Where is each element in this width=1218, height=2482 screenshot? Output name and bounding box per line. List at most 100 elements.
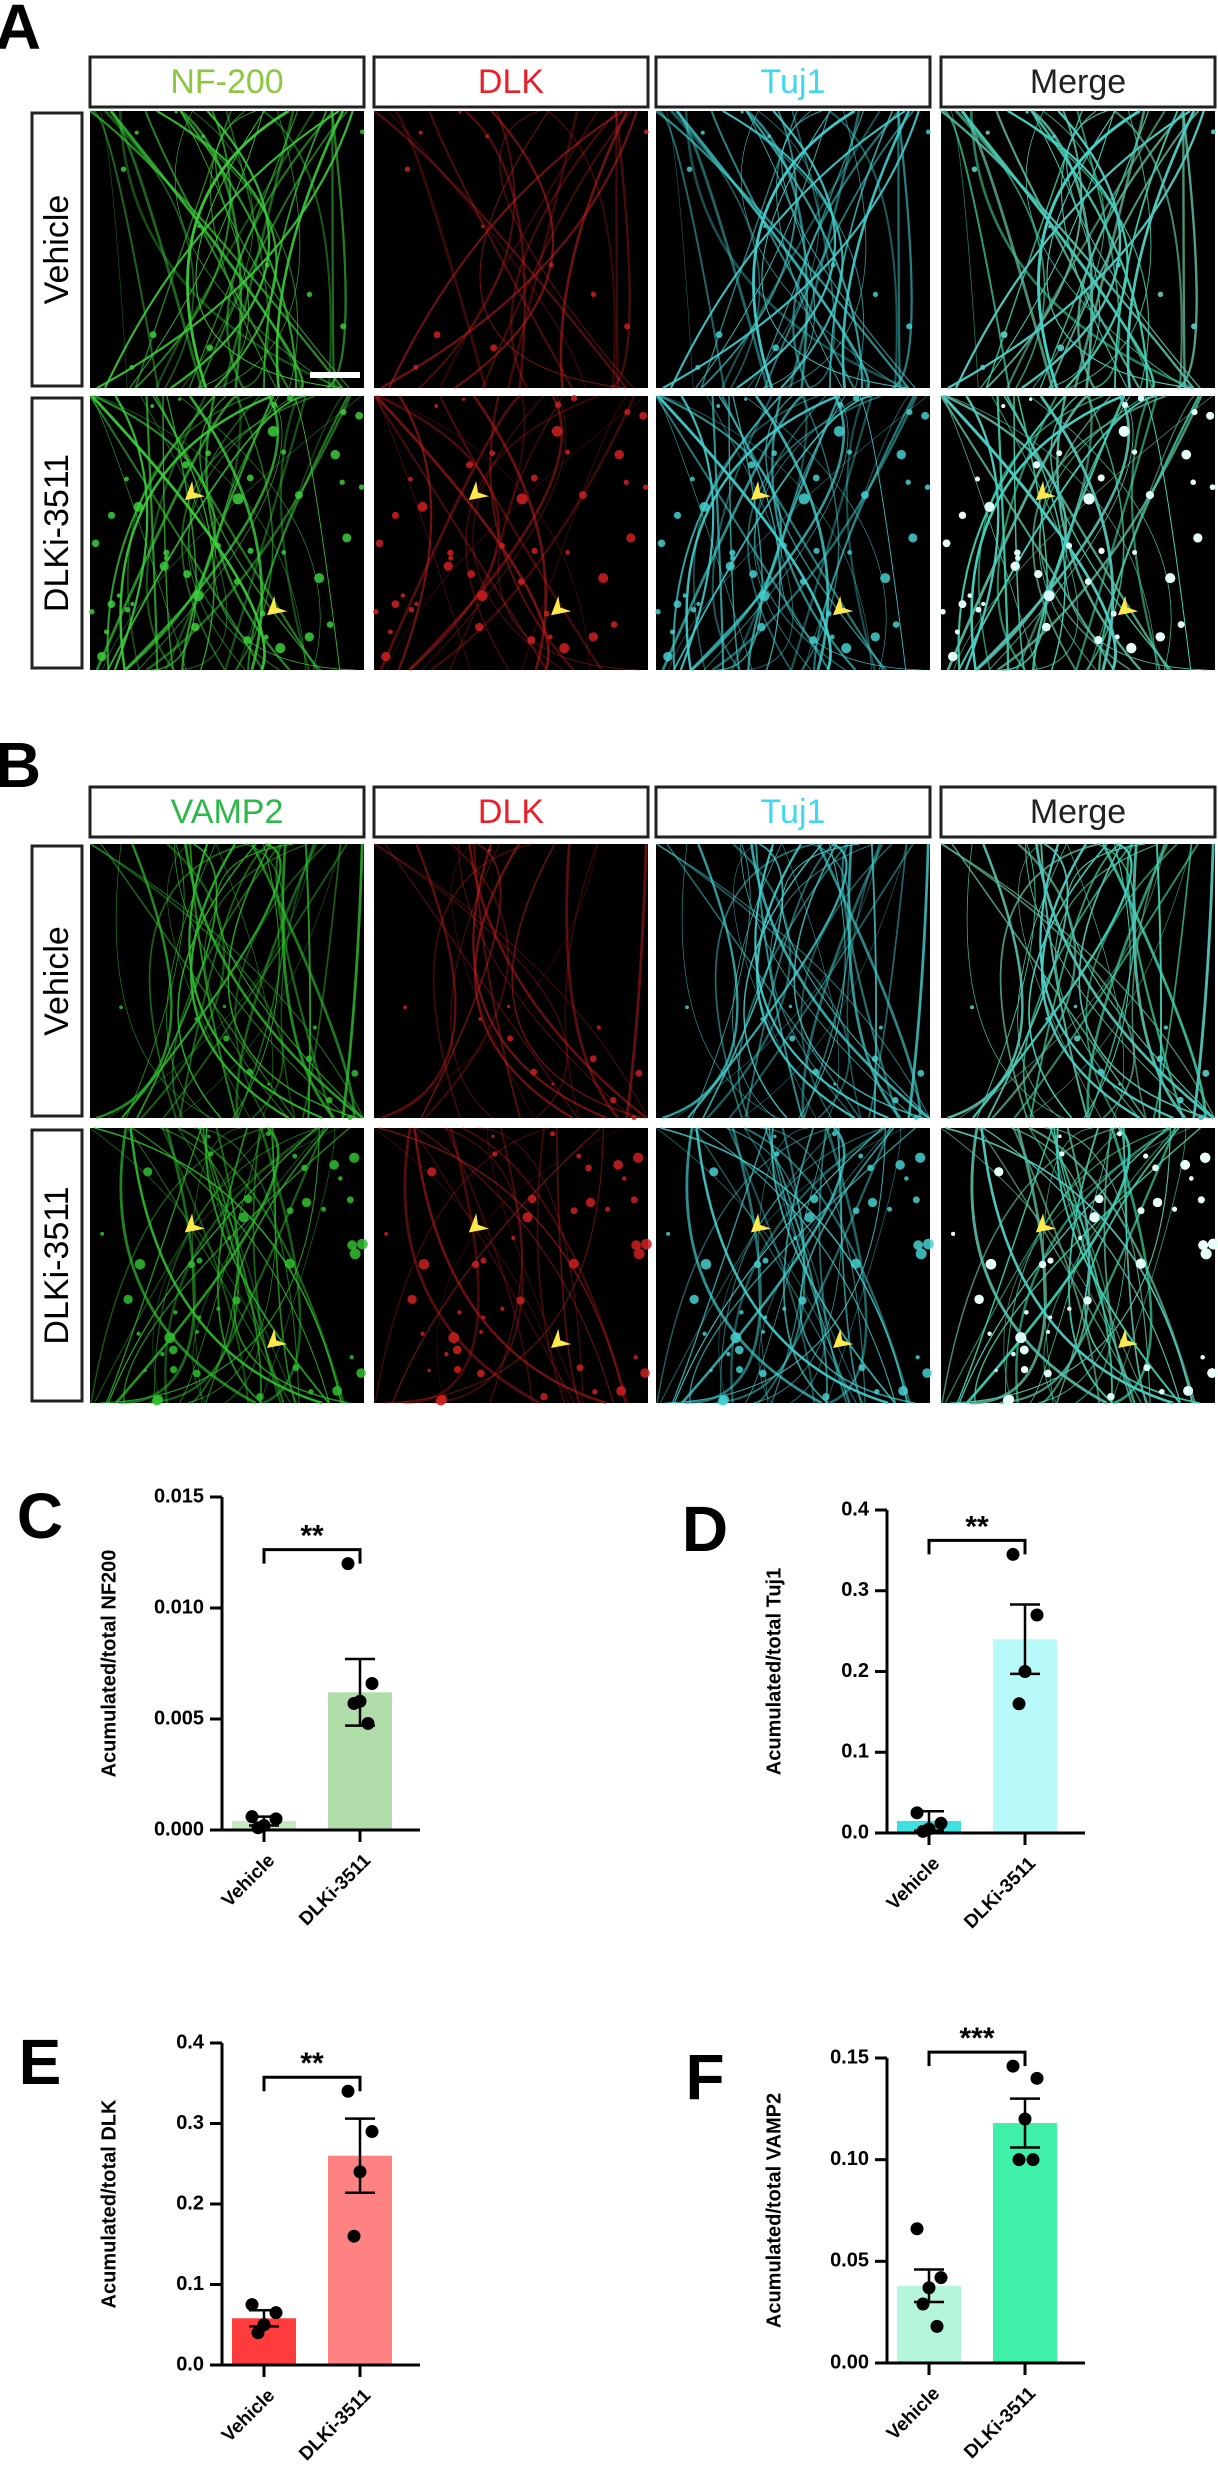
puncta: [576, 1364, 584, 1372]
puncta: [974, 1294, 984, 1304]
fiber: [689, 1127, 916, 1404]
arrowhead: [1035, 1213, 1057, 1233]
puncta: [1094, 636, 1103, 645]
fiber: [559, 110, 629, 389]
puncta: [1083, 493, 1095, 505]
puncta: [1056, 450, 1063, 457]
puncta: [1117, 1131, 1122, 1137]
puncta: [740, 110, 744, 114]
fiber: [123, 1127, 350, 1404]
data-point: [930, 2319, 944, 2333]
puncta: [267, 1082, 271, 1086]
fiber: [203, 1127, 298, 1404]
fiber: [428, 110, 573, 389]
fiber: [536, 1127, 566, 1404]
puncta: [663, 651, 673, 662]
fiber: [275, 843, 333, 1119]
fiber: [721, 395, 885, 671]
puncta: [958, 511, 967, 519]
fiber: [693, 1127, 857, 1404]
puncta: [1118, 425, 1130, 437]
puncta: [640, 1368, 650, 1378]
puncta: [841, 643, 852, 654]
fiber: [92, 110, 159, 389]
significance-bracket: [262, 1548, 362, 1564]
fiber: [222, 110, 295, 389]
puncta: [1198, 1114, 1204, 1121]
puncta: [347, 1240, 358, 1251]
fiber: [1035, 843, 1215, 1120]
puncta: [1209, 484, 1216, 490]
fiber: [247, 395, 349, 671]
column-header-box: [939, 785, 1217, 839]
fiber: [391, 1127, 601, 1404]
puncta: [193, 1369, 201, 1378]
fiber: [184, 843, 364, 1120]
fiber: [746, 110, 809, 389]
puncta: [458, 110, 462, 114]
puncta: [798, 1296, 807, 1305]
puncta: [624, 323, 631, 330]
column-header-box: [654, 785, 932, 839]
puncta: [447, 549, 454, 556]
micrograph: [655, 842, 931, 1121]
fiber: [1111, 1127, 1187, 1404]
puncta: [1073, 1004, 1078, 1009]
puncta: [605, 1206, 611, 1212]
row-header-box: [30, 1128, 84, 1403]
puncta: [435, 1395, 446, 1406]
arrowhead: [750, 480, 772, 501]
fiber: [418, 110, 516, 389]
fiber: [458, 843, 633, 1119]
puncta: [954, 629, 960, 635]
significance-label: **: [965, 1510, 989, 1543]
puncta: [517, 578, 525, 585]
significance-label: ***: [959, 2022, 994, 2055]
fiber: [145, 395, 352, 672]
puncta: [475, 622, 484, 632]
y-tick-label: 0.15: [830, 2046, 869, 2068]
puncta: [1181, 449, 1191, 460]
puncta: [349, 1355, 354, 1360]
puncta: [467, 570, 476, 579]
fiber: [695, 1127, 889, 1405]
fiber: [125, 843, 185, 1119]
puncta: [689, 1294, 699, 1304]
fiber: [129, 1127, 323, 1405]
fiber: [1046, 110, 1194, 389]
fiber: [753, 1127, 843, 1404]
fiber: [114, 1126, 280, 1404]
puncta: [143, 1368, 147, 1373]
fiber: [90, 1127, 266, 1404]
fiber: [472, 395, 564, 671]
puncta: [825, 610, 832, 617]
fiber: [1073, 110, 1146, 389]
puncta: [479, 1329, 484, 1334]
puncta: [330, 449, 340, 460]
fiber: [996, 395, 1203, 672]
fiber: [841, 110, 911, 389]
puncta: [763, 224, 767, 228]
puncta: [448, 555, 454, 561]
puncta: [489, 450, 496, 457]
fiber: [754, 395, 846, 671]
puncta: [454, 1366, 462, 1374]
fiber: [944, 1127, 1124, 1404]
puncta: [1110, 610, 1117, 617]
fiber: [113, 395, 149, 671]
fiber: [769, 1127, 864, 1404]
puncta: [905, 479, 911, 485]
puncta: [551, 1082, 555, 1086]
puncta: [1200, 1248, 1212, 1260]
fiber: [674, 843, 880, 1119]
fiber: [996, 395, 1058, 671]
fiber: [1038, 1127, 1128, 1404]
row-header: Vehicle: [38, 926, 76, 1036]
puncta: [874, 1389, 880, 1395]
puncta: [427, 1167, 437, 1177]
puncta: [1059, 1151, 1065, 1157]
fiber: [1042, 1127, 1093, 1404]
fiber: [958, 395, 1157, 671]
fiber: [432, 1127, 524, 1404]
column-header: Tuj1: [761, 793, 826, 831]
